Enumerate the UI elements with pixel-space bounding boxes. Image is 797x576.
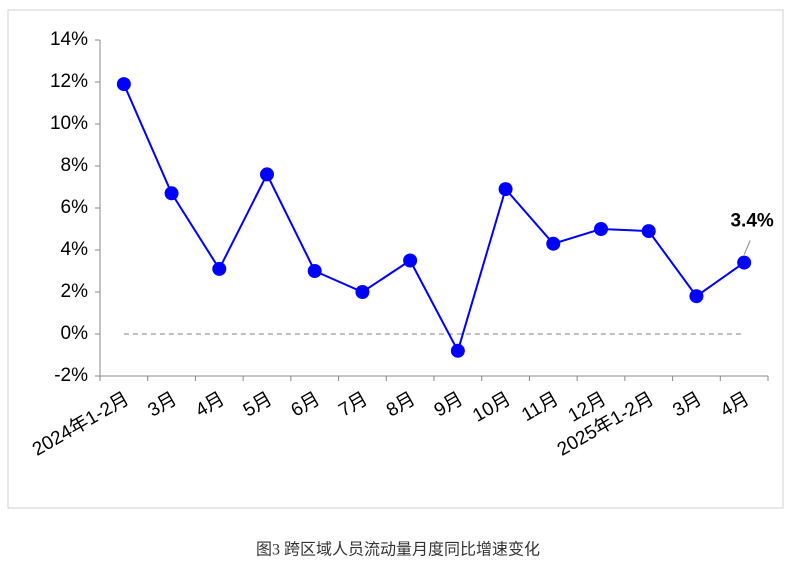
y-tick-label: 12% xyxy=(50,71,88,92)
y-tick-label: 10% xyxy=(50,113,88,134)
data-point xyxy=(260,167,274,182)
y-tick-label: 2% xyxy=(61,281,89,302)
data-point xyxy=(212,261,227,276)
y-tick-label: 8% xyxy=(61,155,89,176)
data-point xyxy=(641,224,656,239)
data-point xyxy=(450,343,465,358)
data-point xyxy=(546,236,561,251)
y-tick-label: 4% xyxy=(61,239,89,260)
data-point xyxy=(689,289,704,304)
y-tick-label: 0% xyxy=(61,323,89,344)
y-tick-label: 6% xyxy=(61,197,89,218)
y-tick-label: 14% xyxy=(50,29,88,50)
label-leader xyxy=(743,240,751,255)
chart-caption: 图3 跨区域人员流动量月度同比增速变化 xyxy=(256,541,540,559)
data-point xyxy=(307,264,322,278)
data-point xyxy=(355,285,370,299)
data-point xyxy=(116,77,131,92)
y-tick-label: -2% xyxy=(54,365,88,386)
data-point xyxy=(594,222,608,236)
data-point xyxy=(737,255,752,270)
chart-frame xyxy=(7,9,784,509)
data-point xyxy=(498,182,513,197)
series-line xyxy=(122,83,745,354)
data-point xyxy=(164,186,179,201)
data-label: 3.4% xyxy=(730,211,773,232)
data-point xyxy=(403,253,418,268)
